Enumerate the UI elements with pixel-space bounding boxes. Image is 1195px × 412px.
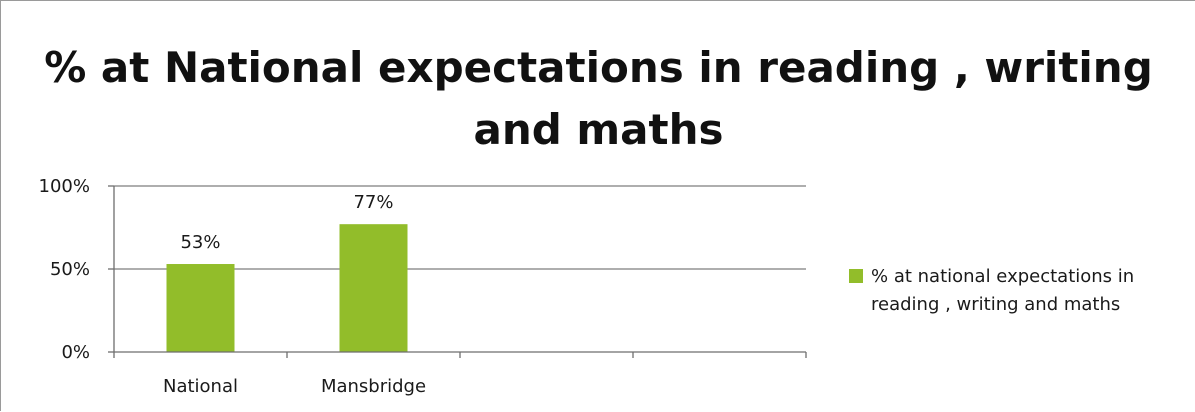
bar	[166, 264, 235, 352]
legend-label: % at national expectations in reading , …	[871, 266, 1135, 315]
y-tick-label: 0%	[61, 342, 90, 363]
x-tick-label: Mansbridge	[321, 376, 426, 397]
bar	[339, 224, 408, 352]
y-tick-label: 100%	[39, 176, 90, 197]
gridlines	[114, 185, 806, 270]
data-label: 53%	[180, 232, 220, 253]
y-tick-label: 50%	[50, 259, 90, 280]
legend-swatch	[849, 269, 863, 283]
x-tick-label: National	[163, 376, 238, 397]
axes	[108, 185, 807, 358]
labels: 53% 77% 0% 50% 100% National Mansbridge	[39, 176, 427, 397]
data-label: 77%	[353, 192, 393, 213]
bars	[166, 224, 408, 352]
chart-title: % at National expectations in reading , …	[44, 43, 1153, 154]
